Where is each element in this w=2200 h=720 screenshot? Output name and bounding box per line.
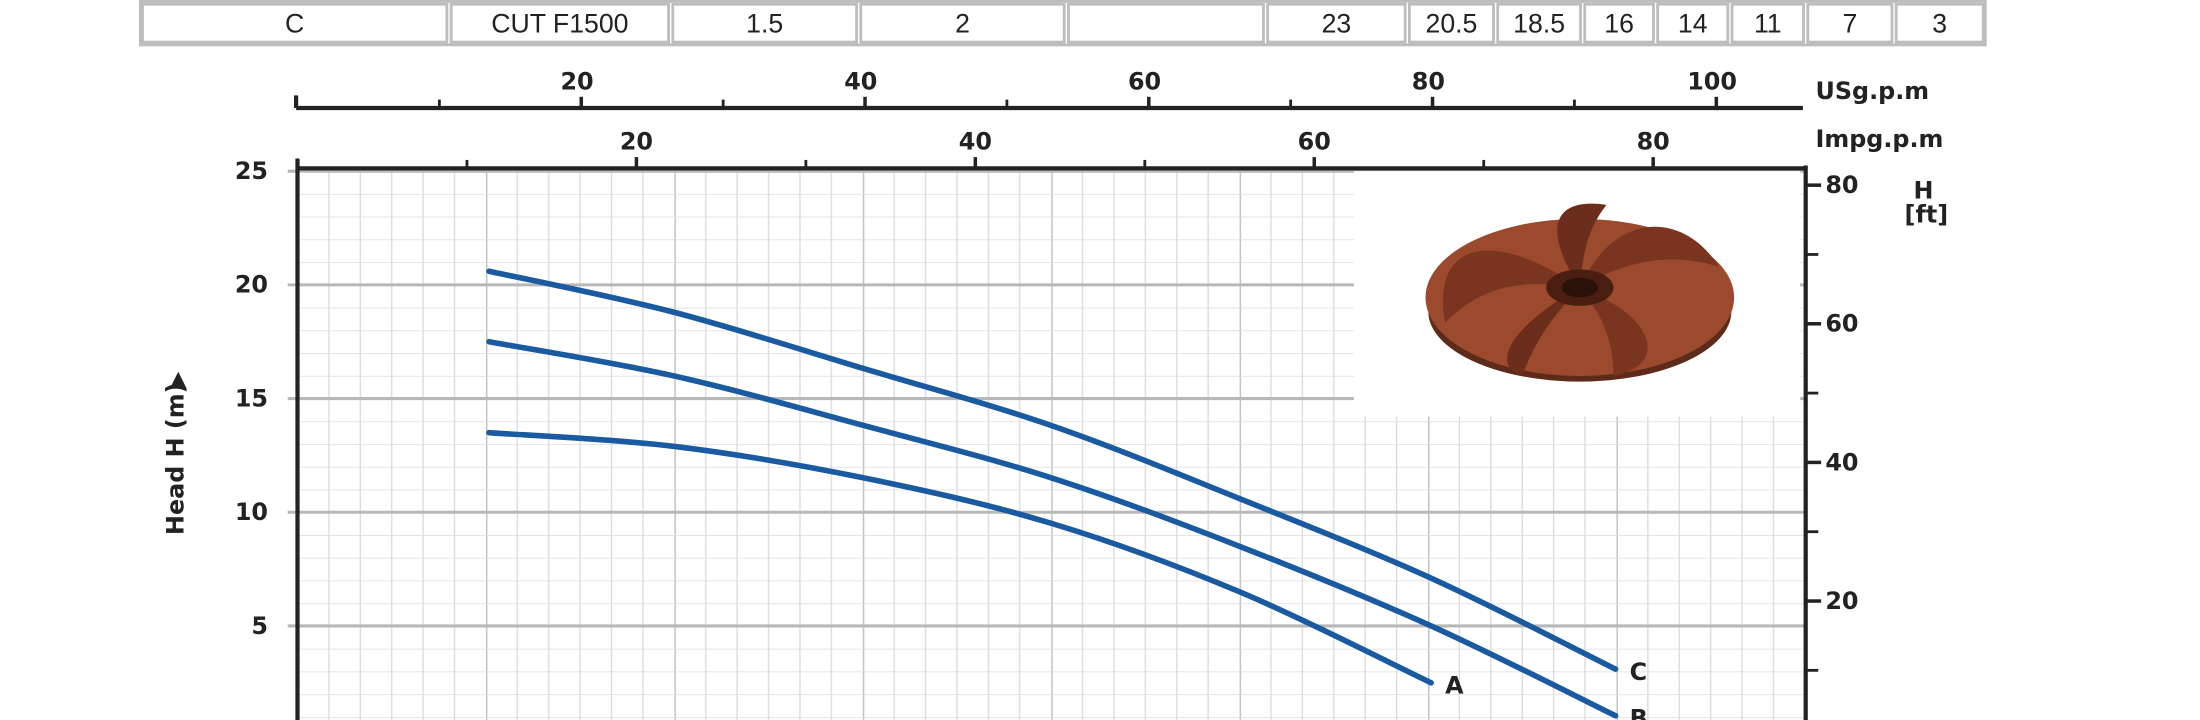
table-text: 7	[1842, 8, 1857, 38]
table-cell	[1407, 2, 1495, 44]
y-tick-label: 5	[251, 612, 268, 640]
table-cell	[1730, 2, 1805, 44]
table-cell	[1496, 2, 1582, 44]
table-border	[138, 0, 1987, 47]
curve-label: A	[1445, 672, 1464, 700]
table-text: 11	[1754, 8, 1782, 38]
y2-axis-title: [ft]	[1905, 201, 1949, 229]
y-tick-label: 10	[235, 498, 268, 526]
x2-tick-label: 80	[1637, 128, 1670, 156]
table-cell	[1583, 2, 1655, 44]
y-tick-label: 25	[235, 157, 268, 185]
table-cell	[1067, 2, 1265, 44]
table-cell	[671, 2, 858, 44]
table-text: 3	[1932, 8, 1947, 38]
y2-tick-label: 60	[1825, 310, 1858, 338]
table-cell	[859, 2, 1066, 44]
axes: 5 10 15 20 25 Head H (m) 20 40 60 80 H[ft] 20 40 60 80…	[161, 67, 1948, 720]
table-text: 14	[1678, 8, 1708, 38]
x2-tick-label: 60	[1298, 128, 1331, 156]
table-text: C	[285, 8, 304, 38]
curve	[486, 338, 1619, 719]
x-tick-label: 20	[560, 67, 593, 95]
curve-label: B	[1630, 704, 1648, 720]
impeller-image	[1353, 171, 1801, 417]
table-cell	[1806, 2, 1894, 44]
table-cell	[1656, 2, 1730, 44]
x2-tick-label: 40	[959, 128, 992, 156]
x-tick-label: 40	[844, 67, 877, 95]
curve-label: C	[1630, 658, 1648, 686]
table-text: CUT F1500	[491, 8, 628, 38]
table-text: 18.5	[1513, 8, 1565, 38]
x-tick-label: 80	[1412, 67, 1445, 95]
y-axis-title: Head H (m)	[161, 383, 189, 535]
y2-axis-title: H	[1914, 177, 1934, 205]
table-text: 2	[955, 8, 970, 38]
x-tick-label: 100	[1687, 67, 1737, 95]
x-tick-label: 60	[1128, 67, 1161, 95]
x2-axis-title: Impg.p.m	[1816, 125, 1944, 153]
curve	[486, 429, 1434, 686]
x2-tick-label: 20	[620, 128, 653, 156]
curve	[486, 268, 1619, 672]
y-tick-label: 15	[235, 384, 268, 412]
table-cell	[1894, 2, 1985, 44]
y2-tick-label: 40	[1825, 448, 1858, 476]
x-axis-title: USg.p.m	[1816, 77, 1930, 105]
table-cell	[1266, 2, 1407, 44]
y2-tick-label: 80	[1825, 171, 1858, 199]
table-cell	[449, 2, 670, 44]
y2-tick-label: 20	[1825, 587, 1858, 615]
table-row: C CUT F1500 1.5 2 23 20.5 18.5 16 14 11 7 3	[138, 0, 1987, 47]
table-text: 23	[1322, 8, 1352, 38]
y-tick-label: 20	[235, 271, 268, 299]
table-text: 20.5	[1426, 8, 1478, 38]
table-text: 1.5	[746, 8, 783, 38]
table-text: 16	[1604, 8, 1634, 38]
table-cell	[141, 2, 449, 44]
axis-arrow	[169, 371, 187, 389]
